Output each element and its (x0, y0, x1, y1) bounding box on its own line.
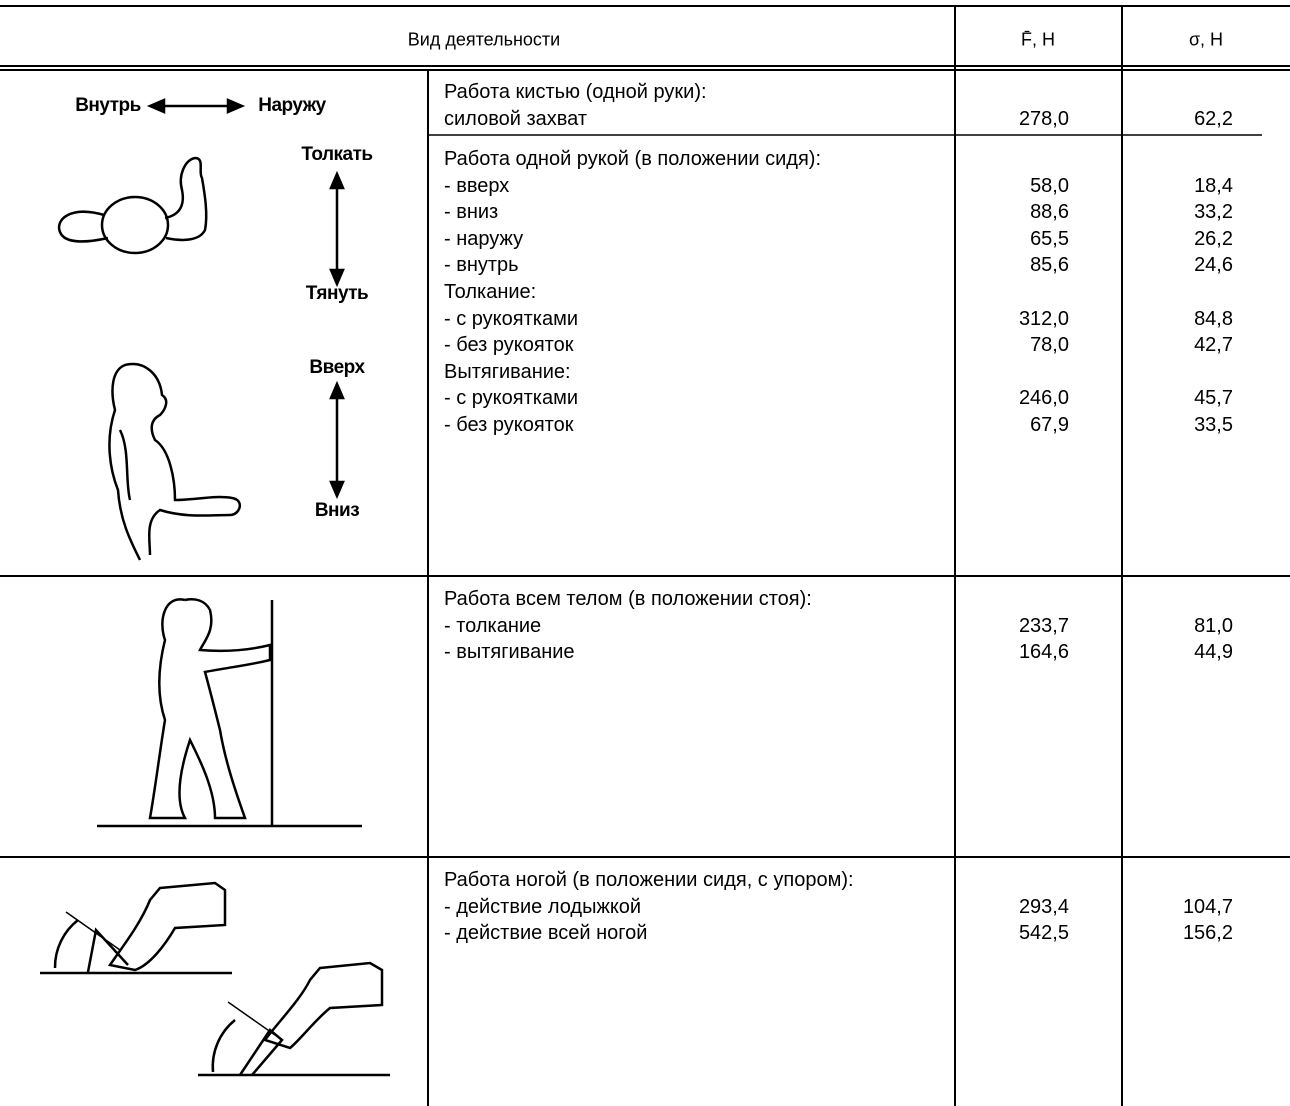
header-sigma: σ, Н (1188, 29, 1224, 50)
row-text: - с рукоятками (444, 387, 578, 410)
figure-label: Внутрь (75, 95, 141, 116)
force-value: 312,0 (1018, 307, 1069, 330)
row-text: Вытягивание: (444, 360, 571, 383)
figure-label: Вниз (314, 500, 360, 521)
row-text: Работа всем телом (в положении стоя): (444, 588, 812, 610)
sigma-value: 156,2 (1182, 922, 1233, 945)
force-value: 233,7 (1018, 614, 1069, 637)
row-text: Работа ногой (в положении сидя, с упором… (444, 869, 854, 891)
sigma-value: 81,0 (1194, 614, 1233, 637)
sigma-value: 62,2 (1194, 107, 1233, 130)
row-text: - вверх (444, 174, 510, 197)
force-value: 246,0 (1018, 387, 1069, 410)
force-value: 164,6 (1018, 641, 1069, 664)
sigma-value: 33,5 (1194, 414, 1233, 436)
header-activity: Вид деятельности (407, 29, 561, 50)
sigma-value: 44,9 (1194, 641, 1233, 664)
force-value: 67,9 (1030, 414, 1069, 436)
sigma-value: 42,7 (1194, 334, 1233, 357)
sigma-value: 18,4 (1194, 174, 1233, 197)
row-text: Работа одной рукой (в положении сидя): (444, 148, 822, 170)
force-value: 85,6 (1030, 254, 1069, 277)
force-value: 65,5 (1030, 227, 1069, 250)
row-text: - наружу (444, 227, 524, 250)
sigma-value: 104,7 (1182, 895, 1233, 918)
force-value: 58,0 (1030, 174, 1069, 197)
figures (40, 98, 390, 1077)
sigma-value: 26,2 (1194, 227, 1233, 250)
sigma-value: 84,8 (1194, 307, 1233, 330)
row-text: Толкание: (444, 281, 537, 303)
sigma-value: 24,6 (1194, 254, 1233, 277)
header-force: F̄, Н (1021, 29, 1055, 50)
row-text: - вытягивание (444, 641, 575, 664)
figure-label: Тянуть (305, 283, 369, 304)
force-value: 542,5 (1018, 922, 1069, 945)
sigma-value: 33,2 (1194, 201, 1233, 224)
force-value: 78,0 (1030, 334, 1069, 357)
row-text: - толкание (444, 614, 542, 637)
row-text: - без рукояток (444, 334, 574, 357)
row-text: - без рукояток (444, 414, 574, 436)
row-text: силовой захват (444, 107, 587, 130)
figure-label: Наружу (258, 95, 326, 116)
row-text: - действие лодыжкой (444, 895, 642, 918)
sigma-value: 45,7 (1194, 387, 1233, 410)
row-text: Работа кистью (одной руки): (444, 81, 707, 103)
figure-label: Толкать (301, 144, 373, 165)
force-value: 278,0 (1018, 107, 1069, 130)
figure-label: Вверх (309, 357, 365, 378)
row-text: - с рукоятками (444, 307, 578, 330)
force-value: 293,4 (1018, 895, 1069, 918)
row-text: - внутрь (444, 254, 519, 277)
row-text: - вниз (444, 201, 499, 224)
force-value: 88,6 (1030, 201, 1069, 224)
row-text: - действие всей ногой (444, 922, 648, 945)
